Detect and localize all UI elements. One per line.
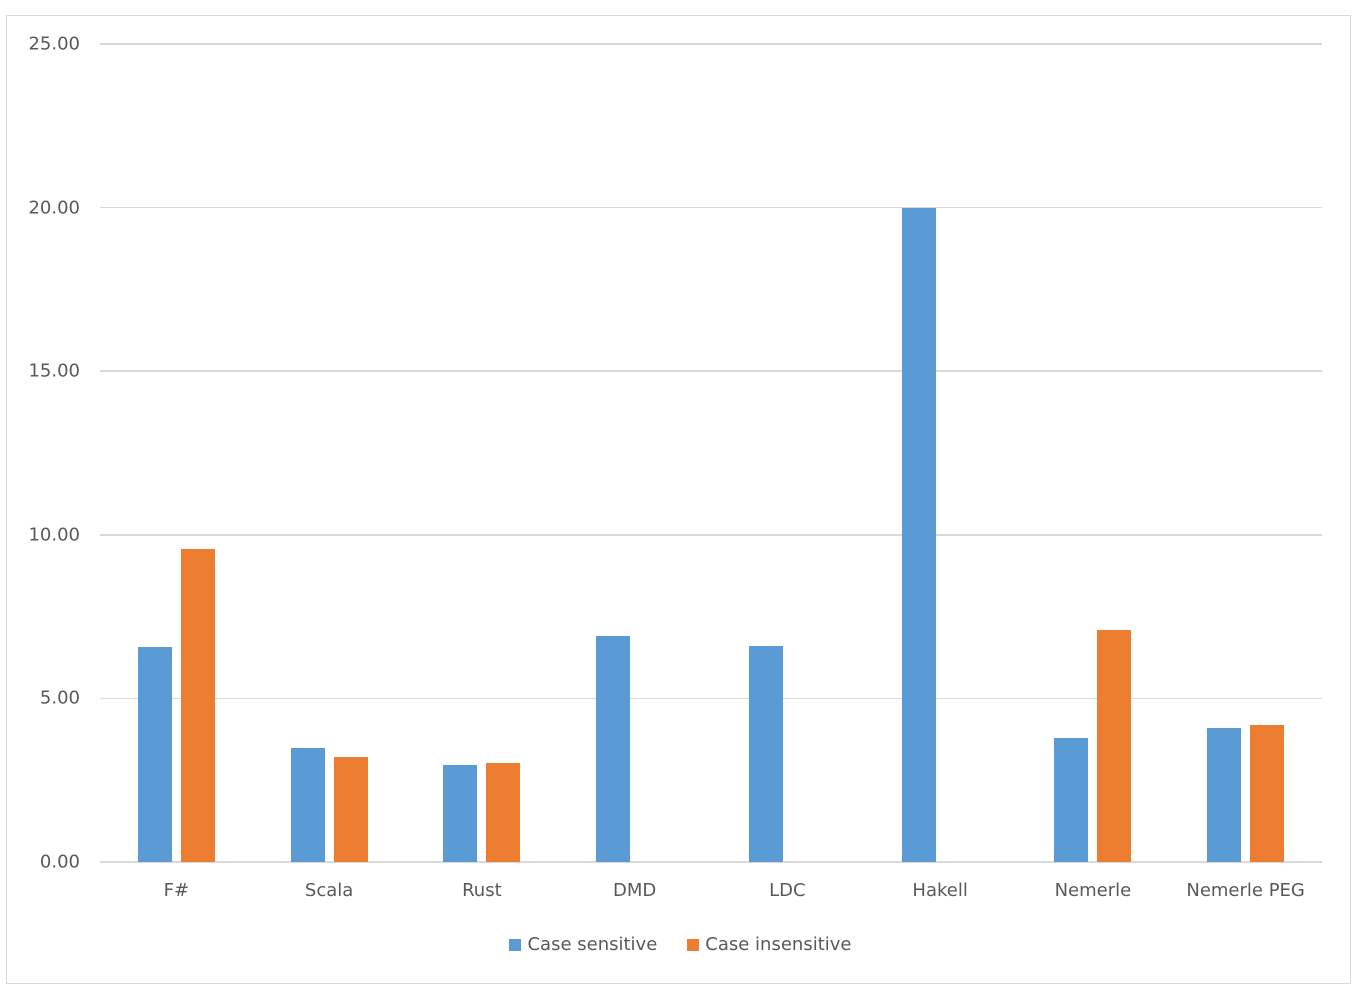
bar-case-sensitive — [748, 646, 783, 862]
gridline — [100, 370, 1322, 372]
bar-case-sensitive — [443, 765, 478, 862]
bar-case-insensitive — [1097, 630, 1132, 862]
bar-case-sensitive — [1054, 737, 1089, 862]
y-tick-label: 0.00 — [39, 851, 80, 873]
bar-case-sensitive — [137, 647, 172, 862]
x-tick-label: LDC — [769, 880, 806, 901]
bar-case-sensitive — [596, 635, 631, 862]
gridline — [100, 206, 1322, 209]
x-tick-label: DMD — [612, 880, 657, 901]
gridline — [100, 861, 1322, 863]
y-tick-label: 20.00 — [28, 197, 80, 219]
x-tick-label: Nemerle PEG — [1186, 880, 1305, 901]
bar-case-insensitive — [180, 548, 215, 862]
x-tick-label: Scala — [304, 880, 354, 901]
y-tick-label: 5.00 — [39, 687, 80, 709]
x-tick-label: Nemerle — [1054, 880, 1132, 901]
bar-case-sensitive — [901, 207, 936, 862]
gridline — [100, 697, 1322, 700]
legend-item-case-insensitive: Case insensitive — [687, 934, 852, 955]
gridline — [100, 43, 1322, 45]
bar-case-sensitive — [1207, 727, 1242, 862]
gridline — [100, 534, 1322, 536]
x-tick-label: F# — [163, 880, 190, 901]
legend: Case sensitive Case insensitive — [0, 934, 1361, 955]
x-tick-label: Hakell — [912, 880, 968, 901]
bar-case-insensitive — [1250, 724, 1285, 862]
bar-case-insensitive — [486, 762, 521, 862]
y-tick-label: 10.00 — [28, 524, 80, 546]
legend-swatch-orange — [687, 938, 700, 951]
x-tick-label: Rust — [462, 880, 502, 901]
y-tick-label: 25.00 — [28, 33, 80, 55]
bar-case-sensitive — [290, 748, 325, 862]
bar-case-insensitive — [333, 756, 368, 862]
legend-label: Case sensitive — [527, 934, 658, 955]
legend-item-case-sensitive: Case sensitive — [509, 934, 657, 955]
legend-label: Case insensitive — [705, 934, 852, 955]
legend-swatch-blue — [509, 938, 522, 951]
y-tick-label: 15.00 — [28, 360, 80, 382]
